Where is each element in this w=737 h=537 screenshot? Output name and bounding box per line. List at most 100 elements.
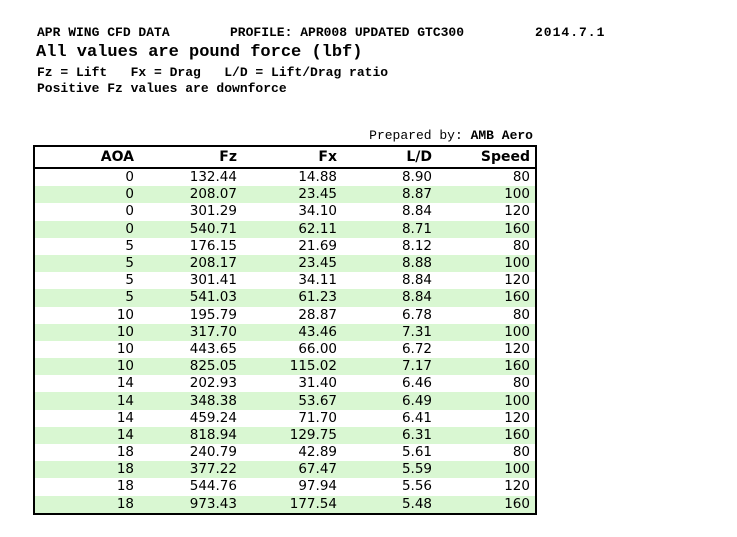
- table-cell: 177.54: [242, 495, 342, 514]
- table-cell: 5: [34, 237, 139, 255]
- cfd-table-container: AOA Fz Fx L/D Speed 0 132.44 14.88 8.90 80 0 2…: [33, 145, 537, 515]
- table-cell: 43.46: [242, 323, 342, 341]
- table-cell: 5: [34, 289, 139, 307]
- downforce-note: Positive Fz values are downforce: [37, 81, 287, 96]
- table-cell: 80: [437, 375, 536, 393]
- table-cell: 540.71: [139, 220, 242, 238]
- table-cell: 208.17: [139, 254, 242, 273]
- table-cell: 28.87: [242, 306, 342, 324]
- table-cell: 120: [437, 203, 536, 221]
- table-row: 14 202.93 31.40 6.46 80: [34, 375, 536, 393]
- table-cell: 6.46: [342, 375, 437, 393]
- table-cell: 120: [437, 409, 536, 427]
- table-cell: 348.38: [139, 392, 242, 410]
- abbreviation-legend: Fz = Lift Fx = Drag L/D = Lift/Drag rati…: [37, 65, 389, 80]
- units-subtitle: All values are pound force (lbf): [36, 43, 363, 62]
- table-row: 14 459.24 71.70 6.41 120: [34, 409, 536, 427]
- table-cell: 6.31: [342, 426, 437, 444]
- table-cell: 66.00: [242, 340, 342, 359]
- table-cell: 61.23: [242, 289, 342, 307]
- table-cell: 18: [34, 444, 139, 462]
- table-cell: 14: [34, 409, 139, 427]
- table-cell: 160: [437, 495, 536, 514]
- table-cell: 100: [437, 323, 536, 341]
- table-cell: 8.84: [342, 289, 437, 307]
- table-cell: 195.79: [139, 306, 242, 324]
- table-cell: 18: [34, 495, 139, 514]
- table-cell: 973.43: [139, 495, 242, 514]
- table-cell: 10: [34, 340, 139, 359]
- table-cell: 53.67: [242, 392, 342, 410]
- table-cell: 10: [34, 323, 139, 341]
- table-cell: 18: [34, 461, 139, 479]
- table-cell: 10: [34, 306, 139, 324]
- table-row: 14 348.38 53.67 6.49 100: [34, 392, 536, 410]
- table-cell: 120: [437, 478, 536, 496]
- cfd-data-table: AOA Fz Fx L/D Speed 0 132.44 14.88 8.90 80 0 2…: [33, 145, 537, 515]
- table-row: 18 240.79 42.89 5.61 80: [34, 444, 536, 462]
- prepared-by-label: Prepared by:: [369, 128, 471, 143]
- table-cell: 825.05: [139, 358, 242, 376]
- table-cell: 160: [437, 220, 536, 238]
- table-cell: 67.47: [242, 461, 342, 479]
- table-cell: 23.45: [242, 186, 342, 204]
- table-cell: 541.03: [139, 289, 242, 307]
- column-header-ld: L/D: [342, 146, 437, 169]
- table-cell: 100: [437, 461, 536, 479]
- table-cell: 120: [437, 340, 536, 359]
- table-row: 10 825.05 115.02 7.17 160: [34, 358, 536, 376]
- prepared-by: Prepared by: AMB Aero: [33, 128, 533, 143]
- column-header-speed: Speed: [437, 146, 536, 169]
- table-cell: 5: [34, 272, 139, 290]
- table-cell: 42.89: [242, 444, 342, 462]
- table-cell: 301.41: [139, 272, 242, 290]
- table-row: 18 544.76 97.94 5.56 120: [34, 478, 536, 496]
- table-row: 10 195.79 28.87 6.78 80: [34, 306, 536, 324]
- table-cell: 160: [437, 426, 536, 444]
- table-row: 18 377.22 67.47 5.59 100: [34, 461, 536, 479]
- table-row: 10 443.65 66.00 6.72 120: [34, 340, 536, 359]
- table-cell: 5.61: [342, 444, 437, 462]
- table-cell: 544.76: [139, 478, 242, 496]
- table-row: 0 301.29 34.10 8.84 120: [34, 203, 536, 221]
- table-cell: 8.90: [342, 168, 437, 187]
- table-row: 14 818.94 129.75 6.31 160: [34, 426, 536, 444]
- table-cell: 80: [437, 168, 536, 187]
- table-cell: 8.88: [342, 254, 437, 273]
- table-cell: 0: [34, 186, 139, 204]
- table-row: 5 301.41 34.11 8.84 120: [34, 272, 536, 290]
- table-cell: 8.84: [342, 203, 437, 221]
- table-row: 10 317.70 43.46 7.31 100: [34, 323, 536, 341]
- table-row: 0 540.71 62.11 8.71 160: [34, 220, 536, 238]
- table-cell: 14: [34, 426, 139, 444]
- table-cell: 160: [437, 289, 536, 307]
- table-cell: 100: [437, 254, 536, 273]
- table-cell: 6.78: [342, 306, 437, 324]
- header-row: AOA Fz Fx L/D Speed: [34, 146, 536, 169]
- table-cell: 176.15: [139, 237, 242, 255]
- table-cell: 8.71: [342, 220, 437, 238]
- table-cell: 132.44: [139, 168, 242, 187]
- table-cell: 14: [34, 392, 139, 410]
- table-header: AOA Fz Fx L/D Speed: [34, 146, 536, 169]
- table-cell: 80: [437, 444, 536, 462]
- table-cell: 443.65: [139, 340, 242, 359]
- table-cell: 97.94: [242, 478, 342, 496]
- table-cell: 7.17: [342, 358, 437, 376]
- table-cell: 5: [34, 254, 139, 273]
- table-cell: 0: [34, 220, 139, 238]
- table-cell: 120: [437, 272, 536, 290]
- table-cell: 14: [34, 375, 139, 393]
- table-cell: 62.11: [242, 220, 342, 238]
- table-cell: 208.07: [139, 186, 242, 204]
- table-cell: 34.11: [242, 272, 342, 290]
- table-cell: 202.93: [139, 375, 242, 393]
- table-cell: 71.70: [242, 409, 342, 427]
- table-cell: 115.02: [242, 358, 342, 376]
- doc-date: 2014.7.1: [535, 25, 606, 40]
- table-cell: 80: [437, 306, 536, 324]
- table-cell: 0: [34, 203, 139, 221]
- table-cell: 100: [437, 186, 536, 204]
- table-row: 5 208.17 23.45 8.88 100: [34, 254, 536, 273]
